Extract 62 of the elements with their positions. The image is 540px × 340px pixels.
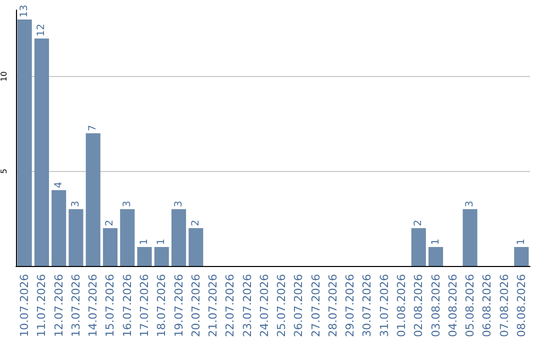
data-label: 1: [516, 238, 527, 246]
bar: [171, 209, 186, 266]
y-tick-label: 10: [0, 71, 8, 82]
bar: [514, 247, 529, 266]
x-tick-label: 01.08.2026: [395, 274, 408, 338]
x-tick-label: 23.07.2026: [240, 274, 254, 338]
x-tick-label: 03.08.2026: [429, 274, 442, 338]
data-label: 7: [88, 124, 99, 132]
bar: [34, 38, 49, 266]
bar: [86, 133, 100, 266]
bar: [17, 19, 32, 266]
x-tick-label: 18.07.2026: [155, 274, 168, 338]
x-tick-label: 11.07.2026: [35, 274, 48, 338]
x-tick-label: 22.07.2026: [224, 274, 237, 338]
bar: [411, 228, 426, 266]
x-tick-label: 16.07.2026: [120, 274, 134, 338]
data-label: 2: [104, 220, 116, 226]
x-tick-label: 28.07.2026: [326, 274, 340, 338]
data-label: 4: [53, 182, 64, 188]
x-tick-label: 27.07.2026: [309, 274, 322, 338]
data-label: 12: [36, 24, 48, 36]
x-tick-label: 26.07.2026: [292, 274, 306, 338]
x-tick-label: 08.08.2026: [514, 274, 528, 338]
data-label: 3: [122, 200, 133, 208]
x-tick-label: 20.07.2026: [189, 274, 202, 338]
bar: [68, 209, 84, 266]
x-tick-label: 21.07.2026: [206, 274, 220, 338]
data-label: 3: [70, 200, 82, 208]
data-label: 3: [464, 200, 476, 208]
x-tick-label: 30.07.2026: [360, 274, 374, 338]
x-tick-label: 14.07.2026: [86, 274, 100, 338]
x-tick-label: 06.08.2026: [480, 274, 494, 338]
bar: [462, 209, 478, 266]
x-tick-label: 29.07.2026: [344, 274, 357, 338]
bar: [120, 209, 135, 266]
x-tick-label: 13.07.2026: [69, 274, 82, 338]
x-tick-label: 12.07.2026: [52, 274, 66, 338]
data-label: 2: [190, 220, 202, 226]
bar: [52, 190, 66, 266]
data-label: 1: [139, 238, 150, 246]
data-label: 1: [156, 238, 168, 246]
x-tick-label: 24.07.2026: [258, 274, 271, 338]
x-tick-label: 07.08.2026: [498, 274, 511, 338]
data-label: 2: [413, 220, 424, 226]
bar: [102, 228, 118, 266]
bar: [137, 247, 152, 266]
bar: [428, 247, 444, 266]
x-tick-label: 25.07.2026: [275, 274, 288, 338]
x-tick-label: 15.07.2026: [104, 274, 117, 338]
x-tick-label: 17.07.2026: [138, 274, 151, 338]
x-tick-label: 19.07.2026: [172, 274, 186, 338]
data-label: 3: [173, 200, 184, 208]
x-tick-label: 10.07.2026: [18, 274, 32, 338]
bar: [154, 247, 169, 266]
x-tick-label: 04.08.2026: [446, 274, 460, 338]
data-label: 13: [19, 4, 30, 18]
data-label: 1: [430, 238, 442, 246]
y-tick-label: 5: [0, 168, 8, 174]
x-tick-label: 05.08.2026: [464, 274, 477, 338]
x-tick-label: 31.07.2026: [378, 274, 391, 338]
x-tick-label: 02.08.2026: [412, 274, 426, 338]
bar: [188, 228, 204, 266]
